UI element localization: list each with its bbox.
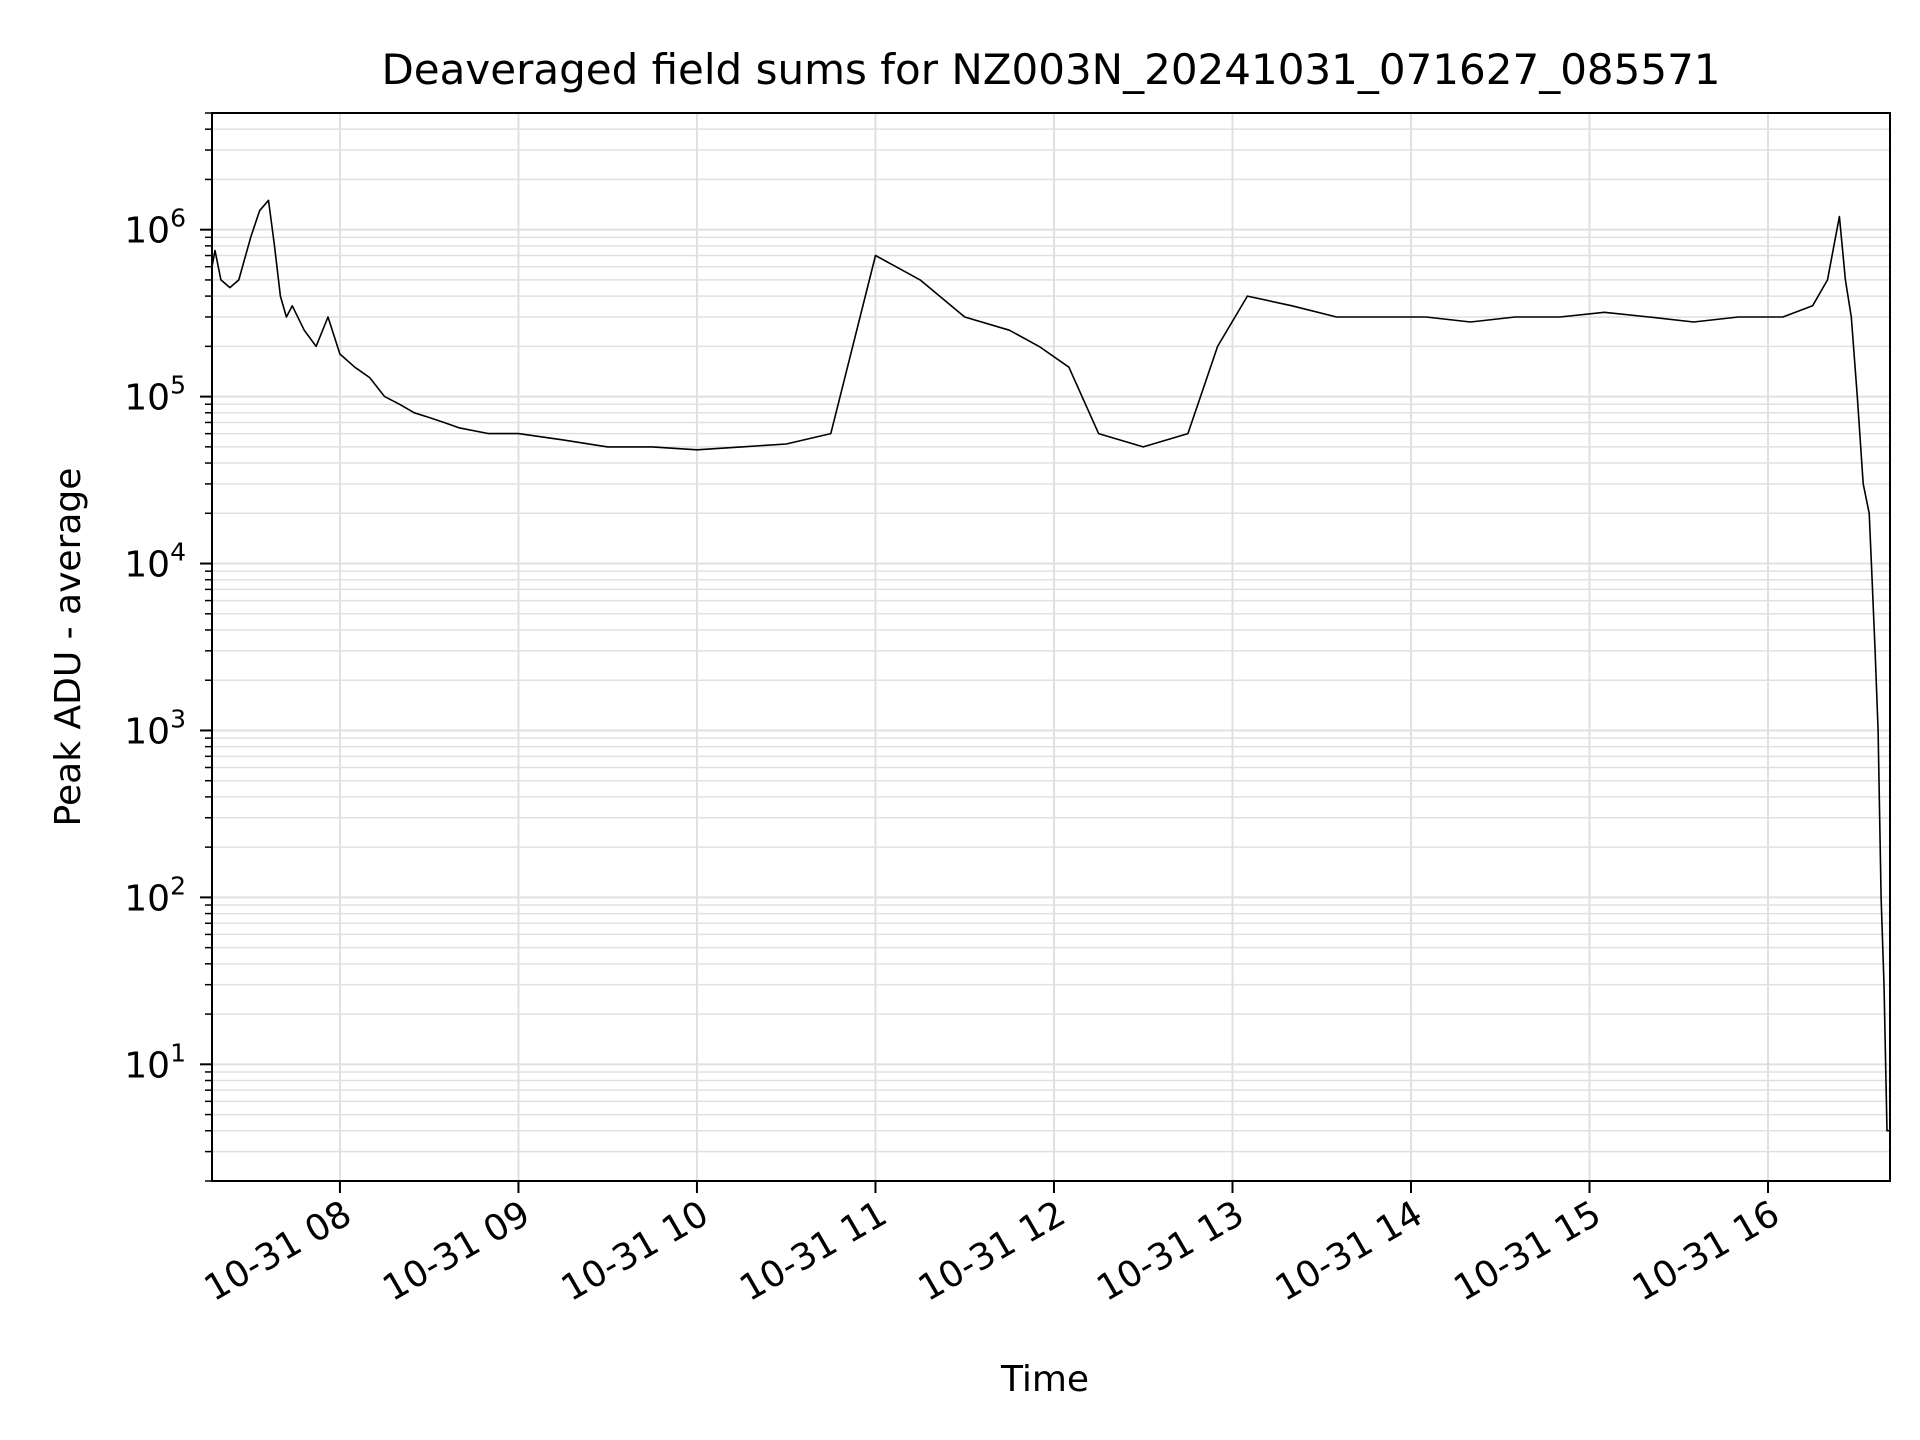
series-line [211,199,1890,1132]
plot-frame [211,112,1891,1182]
chart-title: Deaveraged field sums for NZ003N_2024103… [381,45,1720,94]
series-group [211,199,1890,1132]
y-tick-label: 105 [124,371,186,419]
y-tick-label: 106 [124,204,186,252]
x-axis-label: Time [1000,1359,1089,1400]
y-tick-label: 101 [124,1038,186,1086]
y-tick-label: 102 [124,871,186,919]
y-tick-label: 103 [124,704,186,752]
y-tick-label: 104 [124,538,186,586]
grid [212,112,1890,1182]
y-axis-label: Peak ADU - average [48,468,89,827]
